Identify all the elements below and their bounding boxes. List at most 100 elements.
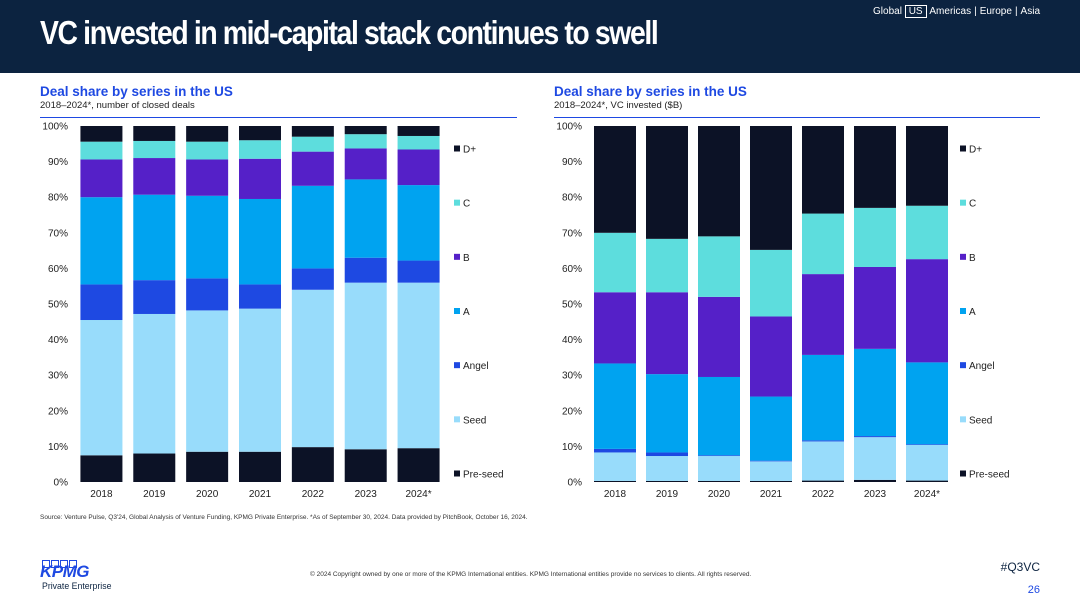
legend-swatch	[960, 416, 966, 423]
legend-swatch	[960, 253, 966, 260]
left-chart-title: Deal share by series in the US	[40, 84, 233, 99]
y-tick-label: 50%	[562, 300, 582, 311]
right-chart-subtitle: 2018–2024*, VC invested ($B)	[554, 100, 683, 111]
legend-label: C	[969, 199, 976, 210]
nav-separator: |	[1014, 6, 1018, 17]
right-chart-title: Deal share by series in the US	[554, 84, 747, 99]
bar-segment-a-2022	[291, 185, 334, 269]
bar-segment-angel-2021	[750, 460, 792, 462]
bar-segment-a-2019	[646, 374, 688, 453]
legend-label: Seed	[463, 415, 486, 426]
bar-segment-angel-2022	[291, 268, 334, 290]
region-nav: Global US Americas | Europe | Asia	[873, 5, 1040, 18]
x-tick-label: 2023	[355, 489, 378, 500]
left-chart-subtitle: 2018–2024*, number of closed deals	[40, 100, 195, 111]
x-tick-label: 2019	[656, 489, 679, 500]
bar-segment-a-2023	[344, 179, 387, 258]
y-tick-label: 100%	[556, 122, 582, 133]
bar-segment-angel-2020	[186, 278, 229, 311]
bar-segment-seed-2018	[594, 452, 636, 481]
region-us-link[interactable]: US	[904, 5, 927, 18]
legend-swatch	[454, 145, 460, 152]
y-tick-label: 20%	[48, 406, 68, 417]
y-tick-label: 30%	[562, 371, 582, 382]
y-tick-label: 90%	[562, 157, 582, 168]
bar-segment-angel-2018	[594, 448, 636, 453]
left-stacked-bar-chart: 0% 10% 20% 30% 40% 50% 60% 70% 80% 90% 100% 2018 201…	[42, 122, 503, 501]
y-tick-label: 40%	[562, 335, 582, 346]
bar-segment-d-2020	[186, 126, 229, 142]
bar-segment-d-2023	[344, 126, 387, 135]
bar-segment-a-2022	[802, 354, 844, 441]
bar-segment-preseed-2020	[698, 480, 740, 482]
region-europe-link[interactable]: Europe	[979, 6, 1012, 17]
legend-label: D+	[463, 145, 476, 156]
bar-segment-b-2024	[397, 149, 440, 186]
bar-segment-preseed-2018	[594, 480, 636, 482]
bar-segment-d-2022	[802, 126, 844, 214]
bar-segment-d-2020	[698, 126, 740, 237]
legend-label: Pre-seed	[969, 470, 1010, 481]
bar-segment-c-2022	[291, 136, 334, 152]
legend-swatch	[960, 199, 966, 206]
bar-segment-a-2021	[239, 198, 281, 285]
bar-segment-c-2020	[186, 141, 229, 160]
region-global-link[interactable]: Global	[873, 6, 902, 17]
bar-segment-seed-2019	[646, 456, 688, 481]
x-tick-label: 2019	[143, 489, 166, 500]
x-tick-label: 2020	[708, 489, 731, 500]
bar-segment-preseed-2022	[291, 447, 334, 482]
legend-swatch	[454, 308, 460, 314]
bar-segment-c-2019	[133, 140, 176, 159]
bar-segment-a-2020	[186, 195, 229, 279]
x-tick-label: 2020	[196, 489, 219, 500]
bar-segment-preseed-2023	[344, 449, 387, 482]
bar-segment-seed-2018	[80, 320, 123, 456]
bar-segment-angel-2023	[854, 436, 896, 438]
bar-segment-seed-2023	[344, 282, 387, 450]
bar-segment-preseed-2023	[854, 479, 896, 482]
bar-segment-angel-2019	[646, 452, 688, 457]
legend-label: Seed	[969, 415, 992, 426]
region-asia-link[interactable]: Asia	[1020, 6, 1040, 17]
bar-segment-d-2019	[646, 126, 688, 239]
page-title: VC invested in mid-capital stack continu…	[40, 14, 659, 51]
legend-label: C	[463, 199, 470, 210]
right-stacked-bar-chart: 0% 10% 20% 30% 40% 50% 60% 70% 80% 90% 100% 2018 201…	[556, 122, 1010, 501]
right-chart-divider	[554, 117, 1040, 118]
legend-swatch	[960, 308, 966, 314]
bar-segment-c-2021	[750, 249, 792, 317]
y-tick-label: 10%	[48, 442, 68, 453]
x-tick-label: 2018	[90, 489, 113, 500]
bar-segment-seed-2020	[186, 310, 229, 452]
y-tick-label: 70%	[48, 228, 68, 239]
x-tick-label: 2022	[302, 489, 325, 500]
bar-segment-d-2022	[291, 126, 334, 137]
bar-segment-b-2021	[750, 316, 792, 397]
bar-segment-b-2020	[186, 159, 229, 196]
bar-segment-d-2018	[594, 126, 636, 233]
x-tick-label: 2021	[760, 489, 783, 500]
bar-segment-preseed-2021	[239, 451, 281, 482]
y-tick-label: 90%	[48, 157, 68, 168]
bar-segment-angel-2021	[239, 284, 281, 309]
y-tick-label: 20%	[562, 406, 582, 417]
bar-segment-b-2024	[906, 259, 948, 363]
y-tick-label: 80%	[48, 193, 68, 204]
bar-segment-c-2024	[906, 205, 948, 260]
bar-segment-b-2023	[854, 266, 896, 349]
kpmg-logo-subtext: Private Enterprise	[42, 581, 112, 592]
bar-segment-a-2021	[750, 396, 792, 461]
legend-swatch	[454, 416, 460, 423]
kpmg-logo-wordmark: KPMG	[40, 562, 90, 581]
region-americas-link[interactable]: Americas	[929, 6, 972, 17]
bar-segment-seed-2023	[854, 437, 896, 480]
x-tick-label: 2023	[864, 489, 887, 500]
bar-segment-angel-2024	[397, 260, 440, 283]
bar-segment-a-2024	[906, 362, 948, 445]
bar-segment-preseed-2021	[750, 480, 792, 482]
y-tick-label: 40%	[48, 335, 68, 346]
bar-segment-a-2018	[594, 363, 636, 449]
legend-label: A	[969, 307, 976, 318]
legend-label: D+	[969, 145, 982, 156]
